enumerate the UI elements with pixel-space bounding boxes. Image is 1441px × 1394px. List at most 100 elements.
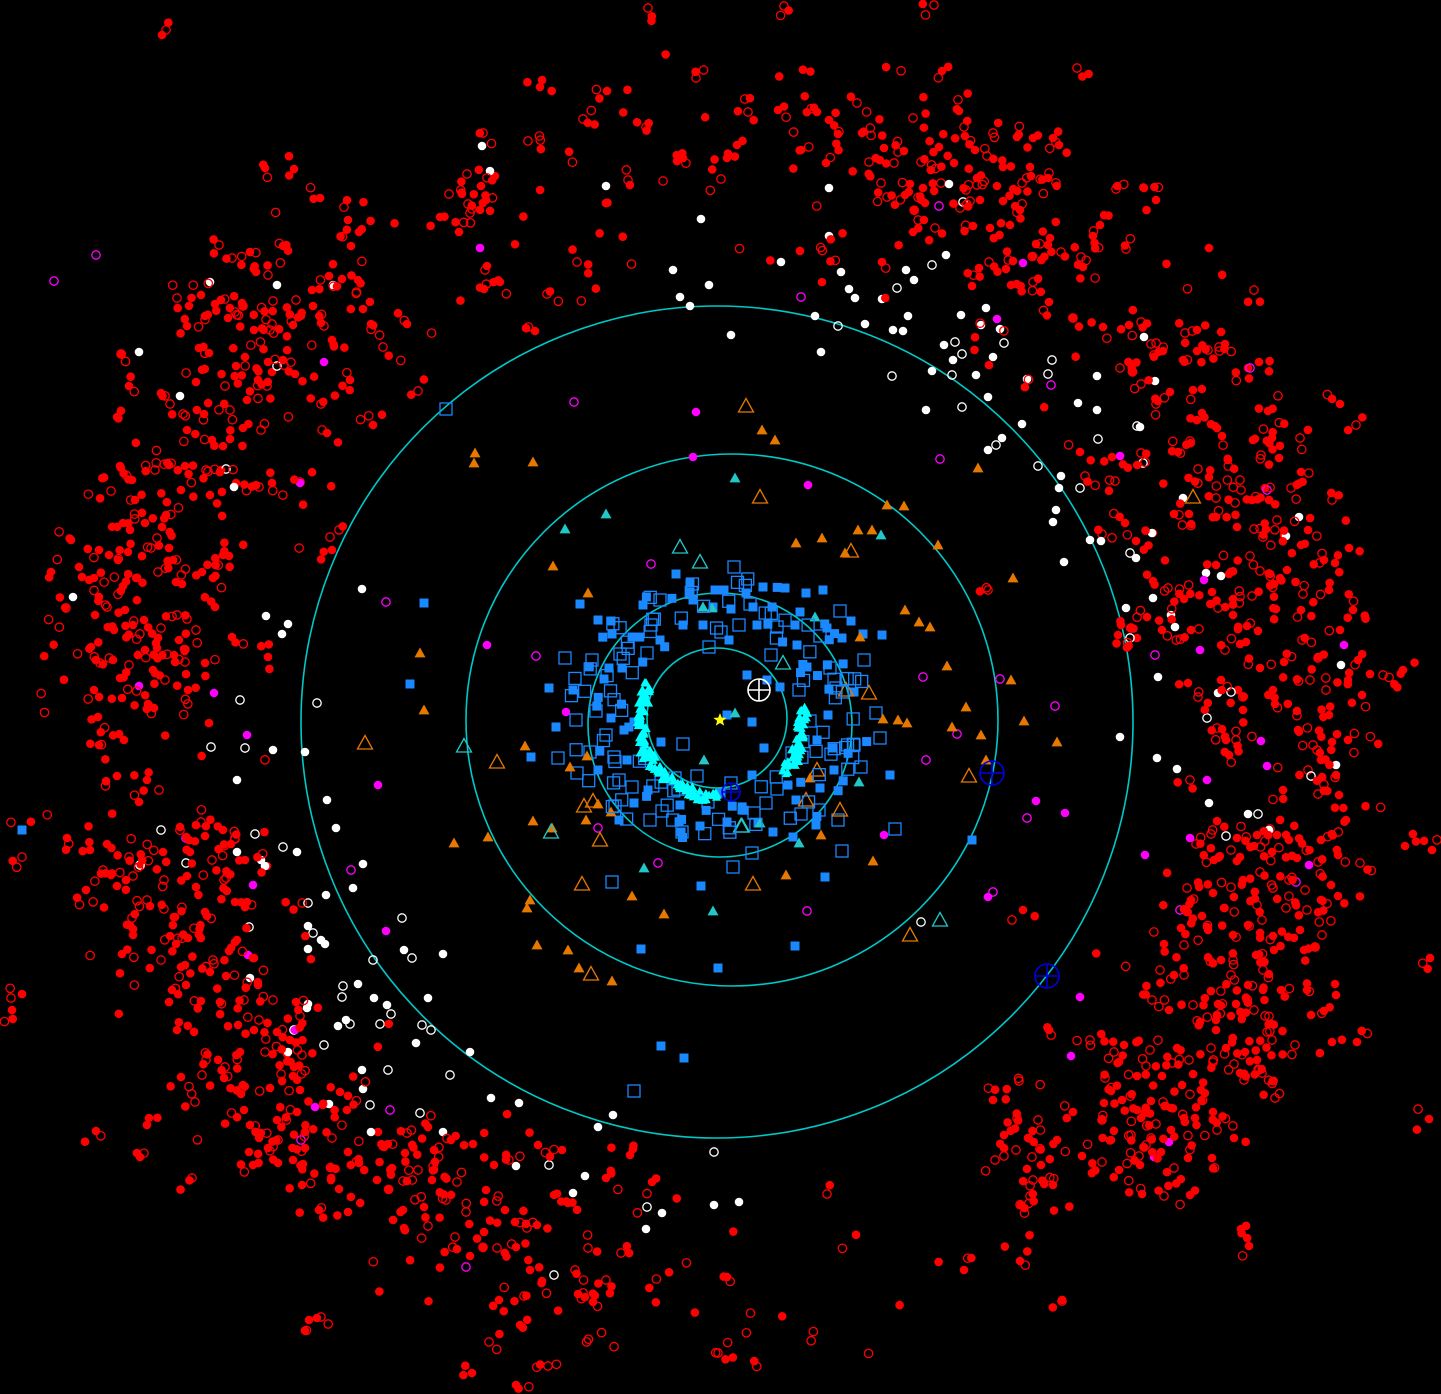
red-belt-point (1307, 611, 1316, 621)
red-belt-point (182, 845, 191, 855)
red-belt-point (261, 1128, 272, 1139)
red-belt-point (930, 223, 940, 233)
magenta-marker-point (1256, 736, 1266, 746)
red-belt-point (214, 240, 224, 250)
red-belt-point (135, 629, 145, 639)
white-marker-point (337, 992, 347, 1002)
red-belt-point (172, 1025, 182, 1035)
red-belt-point (910, 206, 919, 215)
orange-triangle-point (1007, 572, 1019, 583)
red-belt-point (1302, 905, 1312, 915)
red-belt-point (924, 235, 934, 245)
red-belt-point (1408, 829, 1418, 839)
blue-square-point (790, 620, 800, 630)
blue-square-point (606, 616, 616, 626)
red-belt-point (5, 983, 16, 994)
red-belt-point (1231, 375, 1242, 386)
inner-ring (646, 647, 788, 789)
red-belt-point (1299, 580, 1310, 591)
red-belt-point (270, 354, 280, 365)
red-belt-point (1344, 543, 1354, 553)
red-belt-point (1302, 979, 1312, 988)
red-belt-point (1220, 903, 1229, 913)
red-belt-point (1020, 382, 1030, 392)
red-belt-point (1313, 907, 1323, 917)
red-belt-point (476, 181, 486, 191)
red-belt-point (183, 685, 193, 695)
red-belt-point (1182, 883, 1192, 893)
red-belt-point (582, 1230, 593, 1240)
red-belt-point (250, 262, 259, 271)
red-belt-point (182, 321, 192, 331)
blue-square-point (600, 668, 614, 683)
red-belt-point (231, 361, 241, 371)
red-belt-point (1255, 297, 1265, 307)
red-belt-point (1132, 633, 1142, 643)
left-arc-point (641, 749, 654, 760)
red-belt-point (1124, 357, 1133, 367)
red-belt-point (998, 162, 1008, 172)
red-belt-point (1257, 948, 1268, 959)
red-belt-point (442, 1133, 452, 1144)
left-arc-point (695, 786, 705, 795)
red-belt-point (1260, 1011, 1270, 1021)
red-belt-point (1128, 305, 1138, 315)
blue-square-point (722, 821, 736, 835)
red-belt-point (485, 1216, 495, 1225)
red-belt-point (353, 1136, 364, 1147)
red-belt-point (220, 381, 230, 391)
orange-triangle-point (941, 660, 953, 671)
red-belt-point (975, 586, 985, 596)
white-marker-point (300, 747, 310, 757)
red-belt-point (304, 1315, 314, 1325)
red-belt-point (145, 901, 155, 911)
red-belt-point (1183, 580, 1194, 590)
red-belt-point (1235, 639, 1245, 649)
red-belt-point (1312, 531, 1322, 541)
third-ring (465, 453, 999, 987)
cyan-triangle-point (875, 529, 887, 540)
white-marker-point (601, 181, 611, 191)
red-belt-point (980, 1166, 991, 1176)
blue-square-point (713, 963, 723, 973)
red-belt-point (200, 658, 210, 668)
red-belt-point (1110, 1099, 1119, 1108)
red-belt-point (723, 149, 733, 158)
blue-square-point (606, 713, 616, 723)
blue-square-point (606, 617, 620, 631)
red-belt-point (1365, 731, 1376, 742)
red-belt-point (1116, 324, 1126, 334)
blue-square-point (710, 585, 720, 595)
red-belt-point (974, 263, 984, 273)
red-belt-point (191, 683, 200, 693)
blue-square-point (608, 754, 622, 769)
red-belt-point (825, 1180, 835, 1190)
red-belt-point (153, 567, 163, 577)
red-belt-point (1217, 998, 1228, 1009)
red-belt-point (358, 304, 368, 314)
red-belt-point (837, 1243, 848, 1254)
red-belt-point (1070, 242, 1080, 252)
red-belt-point (1166, 604, 1177, 614)
orange-triangle-point (899, 604, 911, 615)
red-belt-point (949, 158, 959, 168)
red-belt-point (122, 920, 132, 929)
red-belt-point (196, 933, 206, 943)
red-belt-point (416, 1191, 427, 1202)
red-belt-point (1297, 839, 1307, 848)
white-marker-point (568, 1188, 578, 1198)
blue-square-point (820, 872, 830, 882)
red-belt-point (591, 84, 602, 95)
magenta-marker-point (1339, 640, 1349, 650)
red-belt-point (499, 1306, 509, 1316)
red-belt-point (238, 301, 248, 311)
red-belt-point (1233, 556, 1243, 565)
blue-square-point (716, 788, 726, 798)
blue-square-point (838, 659, 848, 669)
red-belt-point (1185, 899, 1194, 909)
white-marker-point (1092, 405, 1102, 415)
red-belt-point (356, 278, 365, 288)
magenta-marker-point (688, 452, 698, 462)
red-belt-point (442, 1174, 451, 1183)
red-belt-point (254, 1158, 263, 1168)
